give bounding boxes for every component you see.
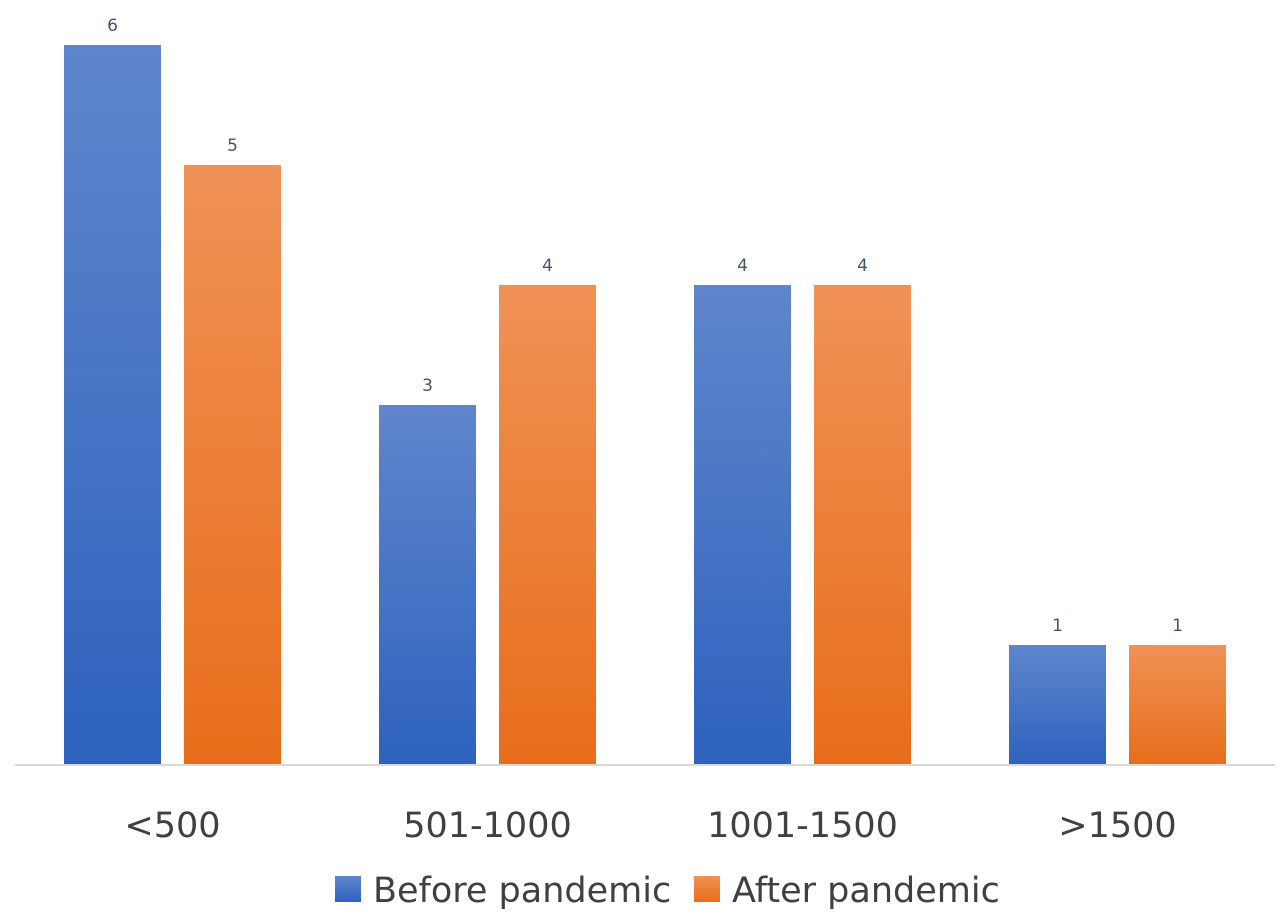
x-tick-label: >1500 [1058, 806, 1176, 846]
x-tick-labels: <500 501-1000 1001-1500 >1500 [124, 806, 1176, 846]
legend: Before pandemic After pandemic [335, 871, 1000, 911]
bars-group [64, 45, 1226, 765]
data-label-after-pandemic-1500: 1 [1172, 616, 1183, 636]
x-tick-label: 1001-1500 [707, 806, 898, 846]
data-label-before-pandemic-500: 6 [107, 16, 118, 36]
bar-before-pandemic-1500 [1009, 645, 1106, 765]
data-label-before-pandemic-501-1000: 3 [422, 376, 433, 396]
legend-label-after-pandemic: After pandemic [732, 871, 1000, 911]
bar-after-pandemic-500 [184, 165, 281, 765]
data-label-after-pandemic-501-1000: 4 [542, 256, 553, 276]
bar-after-pandemic-501-1000 [499, 285, 596, 765]
legend-swatch-after-pandemic [694, 876, 720, 902]
data-label-before-pandemic-1001-1500: 4 [737, 256, 748, 276]
x-tick-label: <500 [124, 806, 220, 846]
bar-before-pandemic-500 [64, 45, 161, 765]
legend-swatch-before-pandemic [335, 876, 361, 902]
x-tick-label: 501-1000 [403, 806, 572, 846]
data-label-before-pandemic-1500: 1 [1052, 616, 1063, 636]
data-label-after-pandemic-1001-1500: 4 [857, 256, 868, 276]
bar-before-pandemic-501-1000 [379, 405, 476, 765]
bar-after-pandemic-1001-1500 [814, 285, 911, 765]
bar-after-pandemic-1500 [1129, 645, 1226, 765]
data-labels-group: 6 5 3 4 4 4 1 1 [107, 16, 1183, 636]
legend-label-before-pandemic: Before pandemic [373, 871, 671, 911]
bar-before-pandemic-1001-1500 [694, 285, 791, 765]
data-label-after-pandemic-500: 5 [227, 136, 238, 156]
